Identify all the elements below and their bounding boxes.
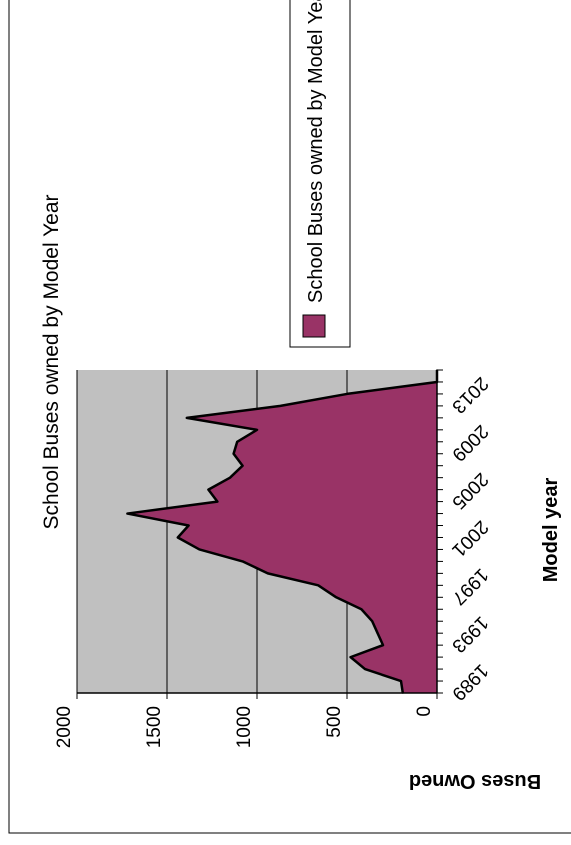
series-area: [127, 370, 438, 693]
data-point: [335, 596, 338, 599]
y-axis-title: Buses Owned: [409, 770, 541, 792]
data-point: [279, 405, 282, 407]
data-point: [229, 476, 231, 479]
legend-swatch: [302, 314, 326, 338]
y-tick-label: 500: [324, 706, 345, 738]
data-point: [376, 632, 379, 634]
data-point: [360, 608, 363, 611]
legend-box: [289, 0, 351, 348]
data-point: [256, 429, 258, 431]
data-point: [382, 644, 384, 646]
y-tick-label: 1000: [234, 706, 255, 748]
data-point: [126, 512, 129, 515]
legend: School Buses owned by Model Year: [289, 0, 351, 348]
data-point: [241, 464, 244, 467]
data-point: [349, 656, 352, 658]
data-point: [267, 572, 269, 575]
legend-label: School Buses owned by Model Year: [305, 0, 327, 303]
data-point: [371, 620, 374, 623]
y-tick-label: 2000: [54, 706, 75, 748]
data-point: [186, 417, 188, 419]
y-tick-layer: 0 500 1000 1500 2000: [54, 693, 438, 748]
data-point: [236, 440, 238, 443]
data-point: [232, 452, 235, 455]
chart-title: School Buses owned by Model Year: [40, 194, 63, 529]
data-point: [177, 536, 179, 539]
data-point: [317, 584, 320, 587]
data-point: [187, 524, 190, 527]
data-point: [198, 548, 201, 551]
data-point: [241, 560, 244, 563]
data-point: [346, 393, 348, 395]
series-line: [126, 370, 439, 694]
data-point: [364, 668, 366, 670]
data-point: [207, 488, 210, 491]
y-tick-label: 1500: [144, 706, 165, 748]
data-point: [400, 680, 402, 682]
x-axis-title: Model year: [540, 478, 562, 583]
y-tick-label: 0: [414, 706, 435, 717]
data-point: [216, 500, 219, 503]
